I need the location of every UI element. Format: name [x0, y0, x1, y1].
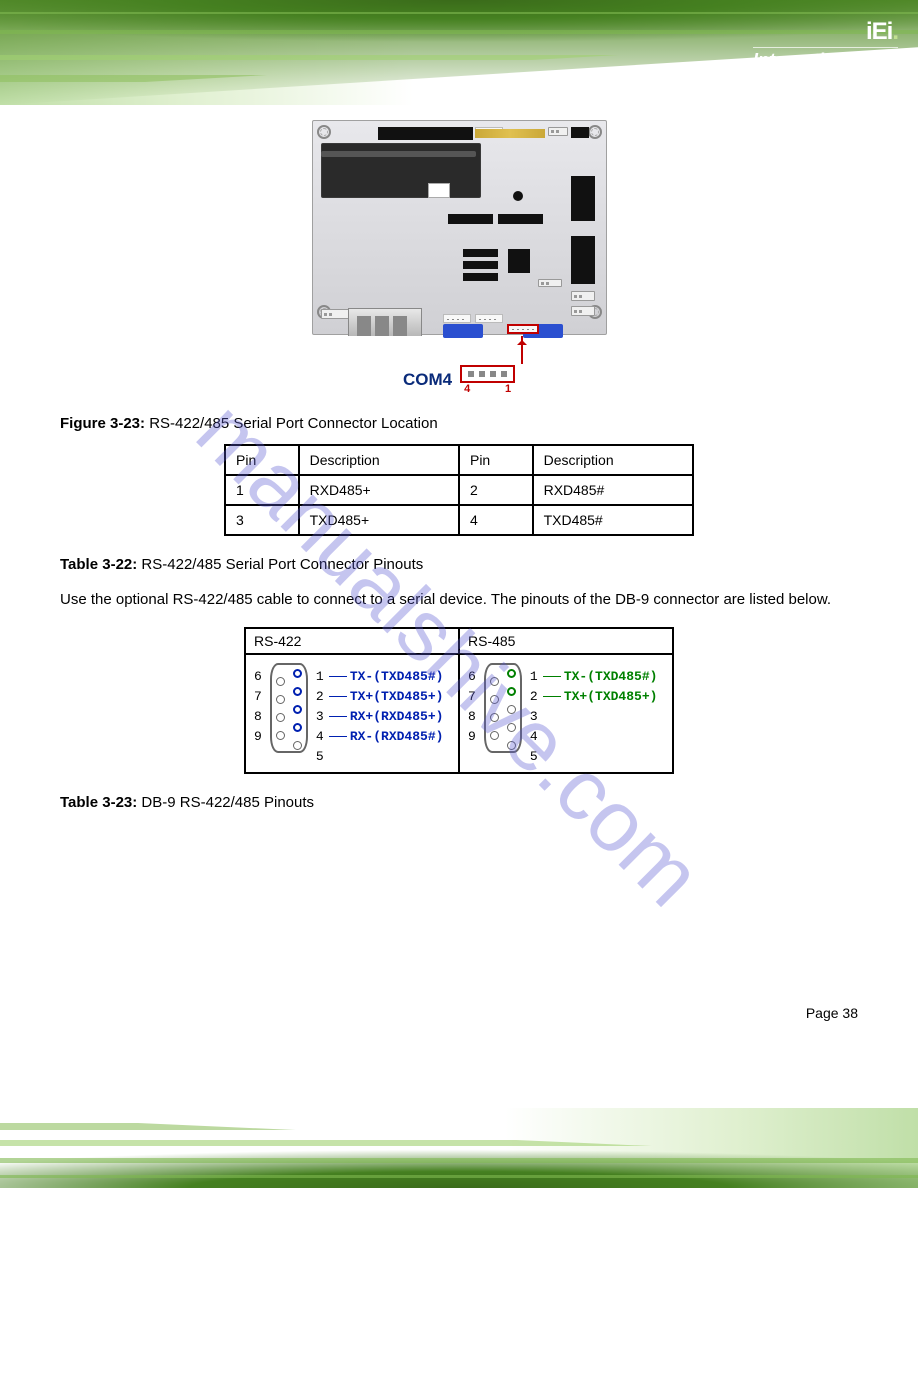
rs485-cell: 67 89 1TX-(TXD4 — [459, 654, 673, 773]
rs422-header: RS-422 — [245, 628, 459, 654]
rs485-diagram: 67 89 1TX-(TXD4 — [468, 663, 664, 764]
rs485-header: RS-485 — [459, 628, 673, 654]
com4-label: COM4 — [403, 370, 452, 390]
db9-diagram-table: RS-422 RS-485 67 89 — [244, 627, 674, 774]
pin-right: 1 — [505, 383, 511, 395]
pin-left: 4 — [464, 383, 470, 395]
logo-brand: iEi — [866, 18, 892, 45]
page-number: Page 38 — [806, 1005, 858, 1021]
table-caption-2: Table 3-23: DB-9 RS-422/485 Pinouts — [60, 794, 858, 811]
table-row: 1 RXD485+ 2 RXD485# — [225, 475, 693, 505]
rs422-cell: 67 89 1TX-(TXD4 — [245, 654, 459, 773]
rs422-diagram: 67 89 1TX-(TXD4 — [254, 663, 450, 764]
logo-tagline: Integration Corp. — [753, 50, 898, 71]
body-text: Use the optional RS-422/485 cable to con… — [60, 588, 858, 612]
com4-callout: COM4 4 1 — [60, 365, 858, 395]
figure-caption-1: Figure 3-23: RS-422/485 Serial Port Conn… — [60, 415, 858, 432]
board-figure — [60, 120, 858, 335]
com4-connector — [460, 365, 515, 383]
board-image — [312, 120, 607, 335]
table-header-row: Pin Description Pin Description — [225, 445, 693, 475]
table-caption-1: Table 3-22: RS-422/485 Serial Port Conne… — [60, 556, 858, 573]
logo: iEi. Integration Corp. — [753, 18, 898, 71]
pinout-table: Pin Description Pin Description 1 RXD485… — [224, 444, 694, 536]
table-row: 3 TXD485+ 4 TXD485# — [225, 505, 693, 535]
